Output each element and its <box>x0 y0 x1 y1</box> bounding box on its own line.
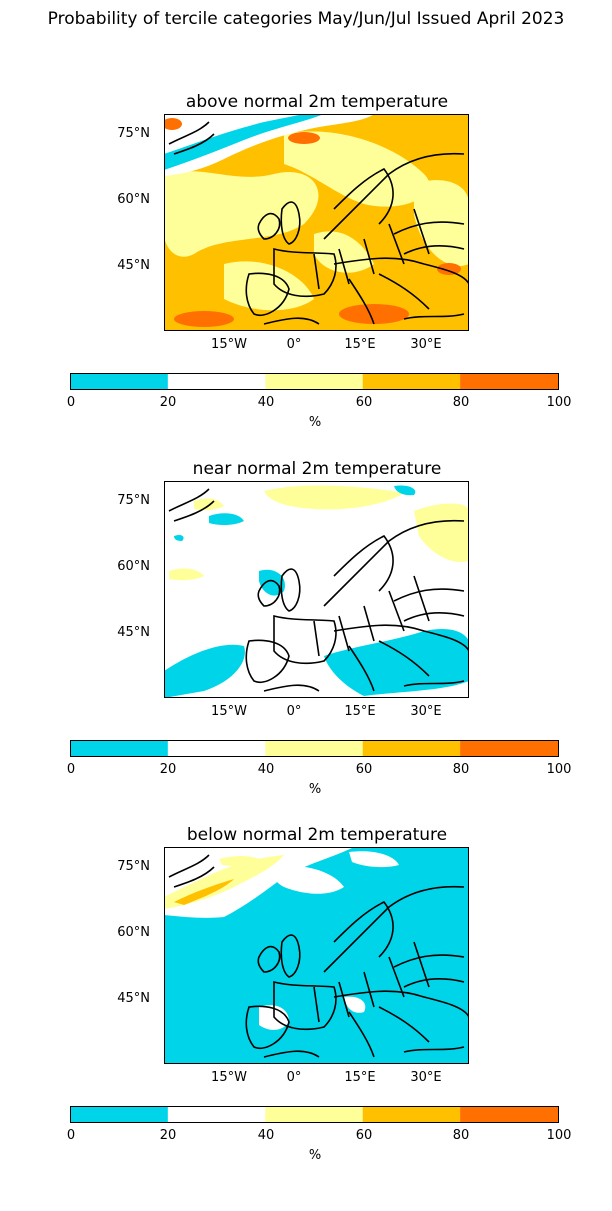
map-title: below normal 2m temperature <box>186 825 448 845</box>
colorbar-tick: 0 <box>66 1128 76 1143</box>
colorbar-tick: 0 <box>66 762 76 777</box>
lon-label-15w: 15°W <box>211 1070 247 1085</box>
lat-label-60n: 60°N <box>117 559 150 574</box>
lon-label-0: 0° <box>286 1070 302 1085</box>
lon-label-0: 0° <box>286 337 302 352</box>
colorbar-tick: 20 <box>159 395 177 410</box>
colorbar-tick: 60 <box>355 395 373 410</box>
colorbar-tick: 40 <box>257 395 275 410</box>
colorbar-unit: % <box>308 1148 322 1163</box>
lat-label-60n: 60°N <box>117 925 150 940</box>
lat-label-75n: 75°N <box>117 126 150 141</box>
lon-label-15e: 15°E <box>344 704 376 719</box>
colorbar-tick: 0 <box>66 395 76 410</box>
lat-label-45n: 45°N <box>117 991 150 1006</box>
map-above-normal <box>164 114 469 331</box>
lon-label-30e: 30°E <box>410 704 442 719</box>
lat-label-75n: 75°N <box>117 859 150 874</box>
colorbar <box>70 1106 559 1123</box>
lat-label-45n: 45°N <box>117 258 150 273</box>
lon-label-30e: 30°E <box>410 337 442 352</box>
colorbar-unit: % <box>308 415 322 430</box>
figure-title: Probability of tercile categories May/Ju… <box>47 9 565 29</box>
map-title: near normal 2m temperature <box>192 459 442 479</box>
lon-label-15w: 15°W <box>211 337 247 352</box>
colorbar <box>70 373 559 390</box>
map-near-normal <box>164 481 469 698</box>
colorbar-tick: 40 <box>257 762 275 777</box>
map-title: above normal 2m temperature <box>185 92 449 112</box>
colorbar-tick: 20 <box>159 1128 177 1143</box>
colorbar-tick: 100 <box>546 1128 572 1143</box>
lat-label-45n: 45°N <box>117 625 150 640</box>
colorbar-tick: 60 <box>355 762 373 777</box>
map-below-normal <box>164 847 469 1064</box>
lat-label-60n: 60°N <box>117 192 150 207</box>
colorbar <box>70 740 559 757</box>
colorbar-tick: 20 <box>159 762 177 777</box>
panel-near-normal: near normal 2m temperature <box>0 459 612 845</box>
lon-label-15e: 15°E <box>344 1070 376 1085</box>
lon-label-0: 0° <box>286 704 302 719</box>
colorbar-tick: 80 <box>452 762 470 777</box>
lat-label-75n: 75°N <box>117 493 150 508</box>
colorbar-tick: 100 <box>546 762 572 777</box>
lon-label-30e: 30°E <box>410 1070 442 1085</box>
panel-below-normal: below normal 2m temperature <box>0 825 612 1211</box>
colorbar-tick: 80 <box>452 1128 470 1143</box>
colorbar-unit: % <box>308 782 322 797</box>
colorbar-tick: 100 <box>546 395 572 410</box>
colorbar-tick: 60 <box>355 1128 373 1143</box>
colorbar-tick: 80 <box>452 395 470 410</box>
colorbar-tick: 40 <box>257 1128 275 1143</box>
lon-label-15w: 15°W <box>211 704 247 719</box>
lon-label-15e: 15°E <box>344 337 376 352</box>
panel-above-normal: above normal 2m temperature <box>0 92 612 478</box>
